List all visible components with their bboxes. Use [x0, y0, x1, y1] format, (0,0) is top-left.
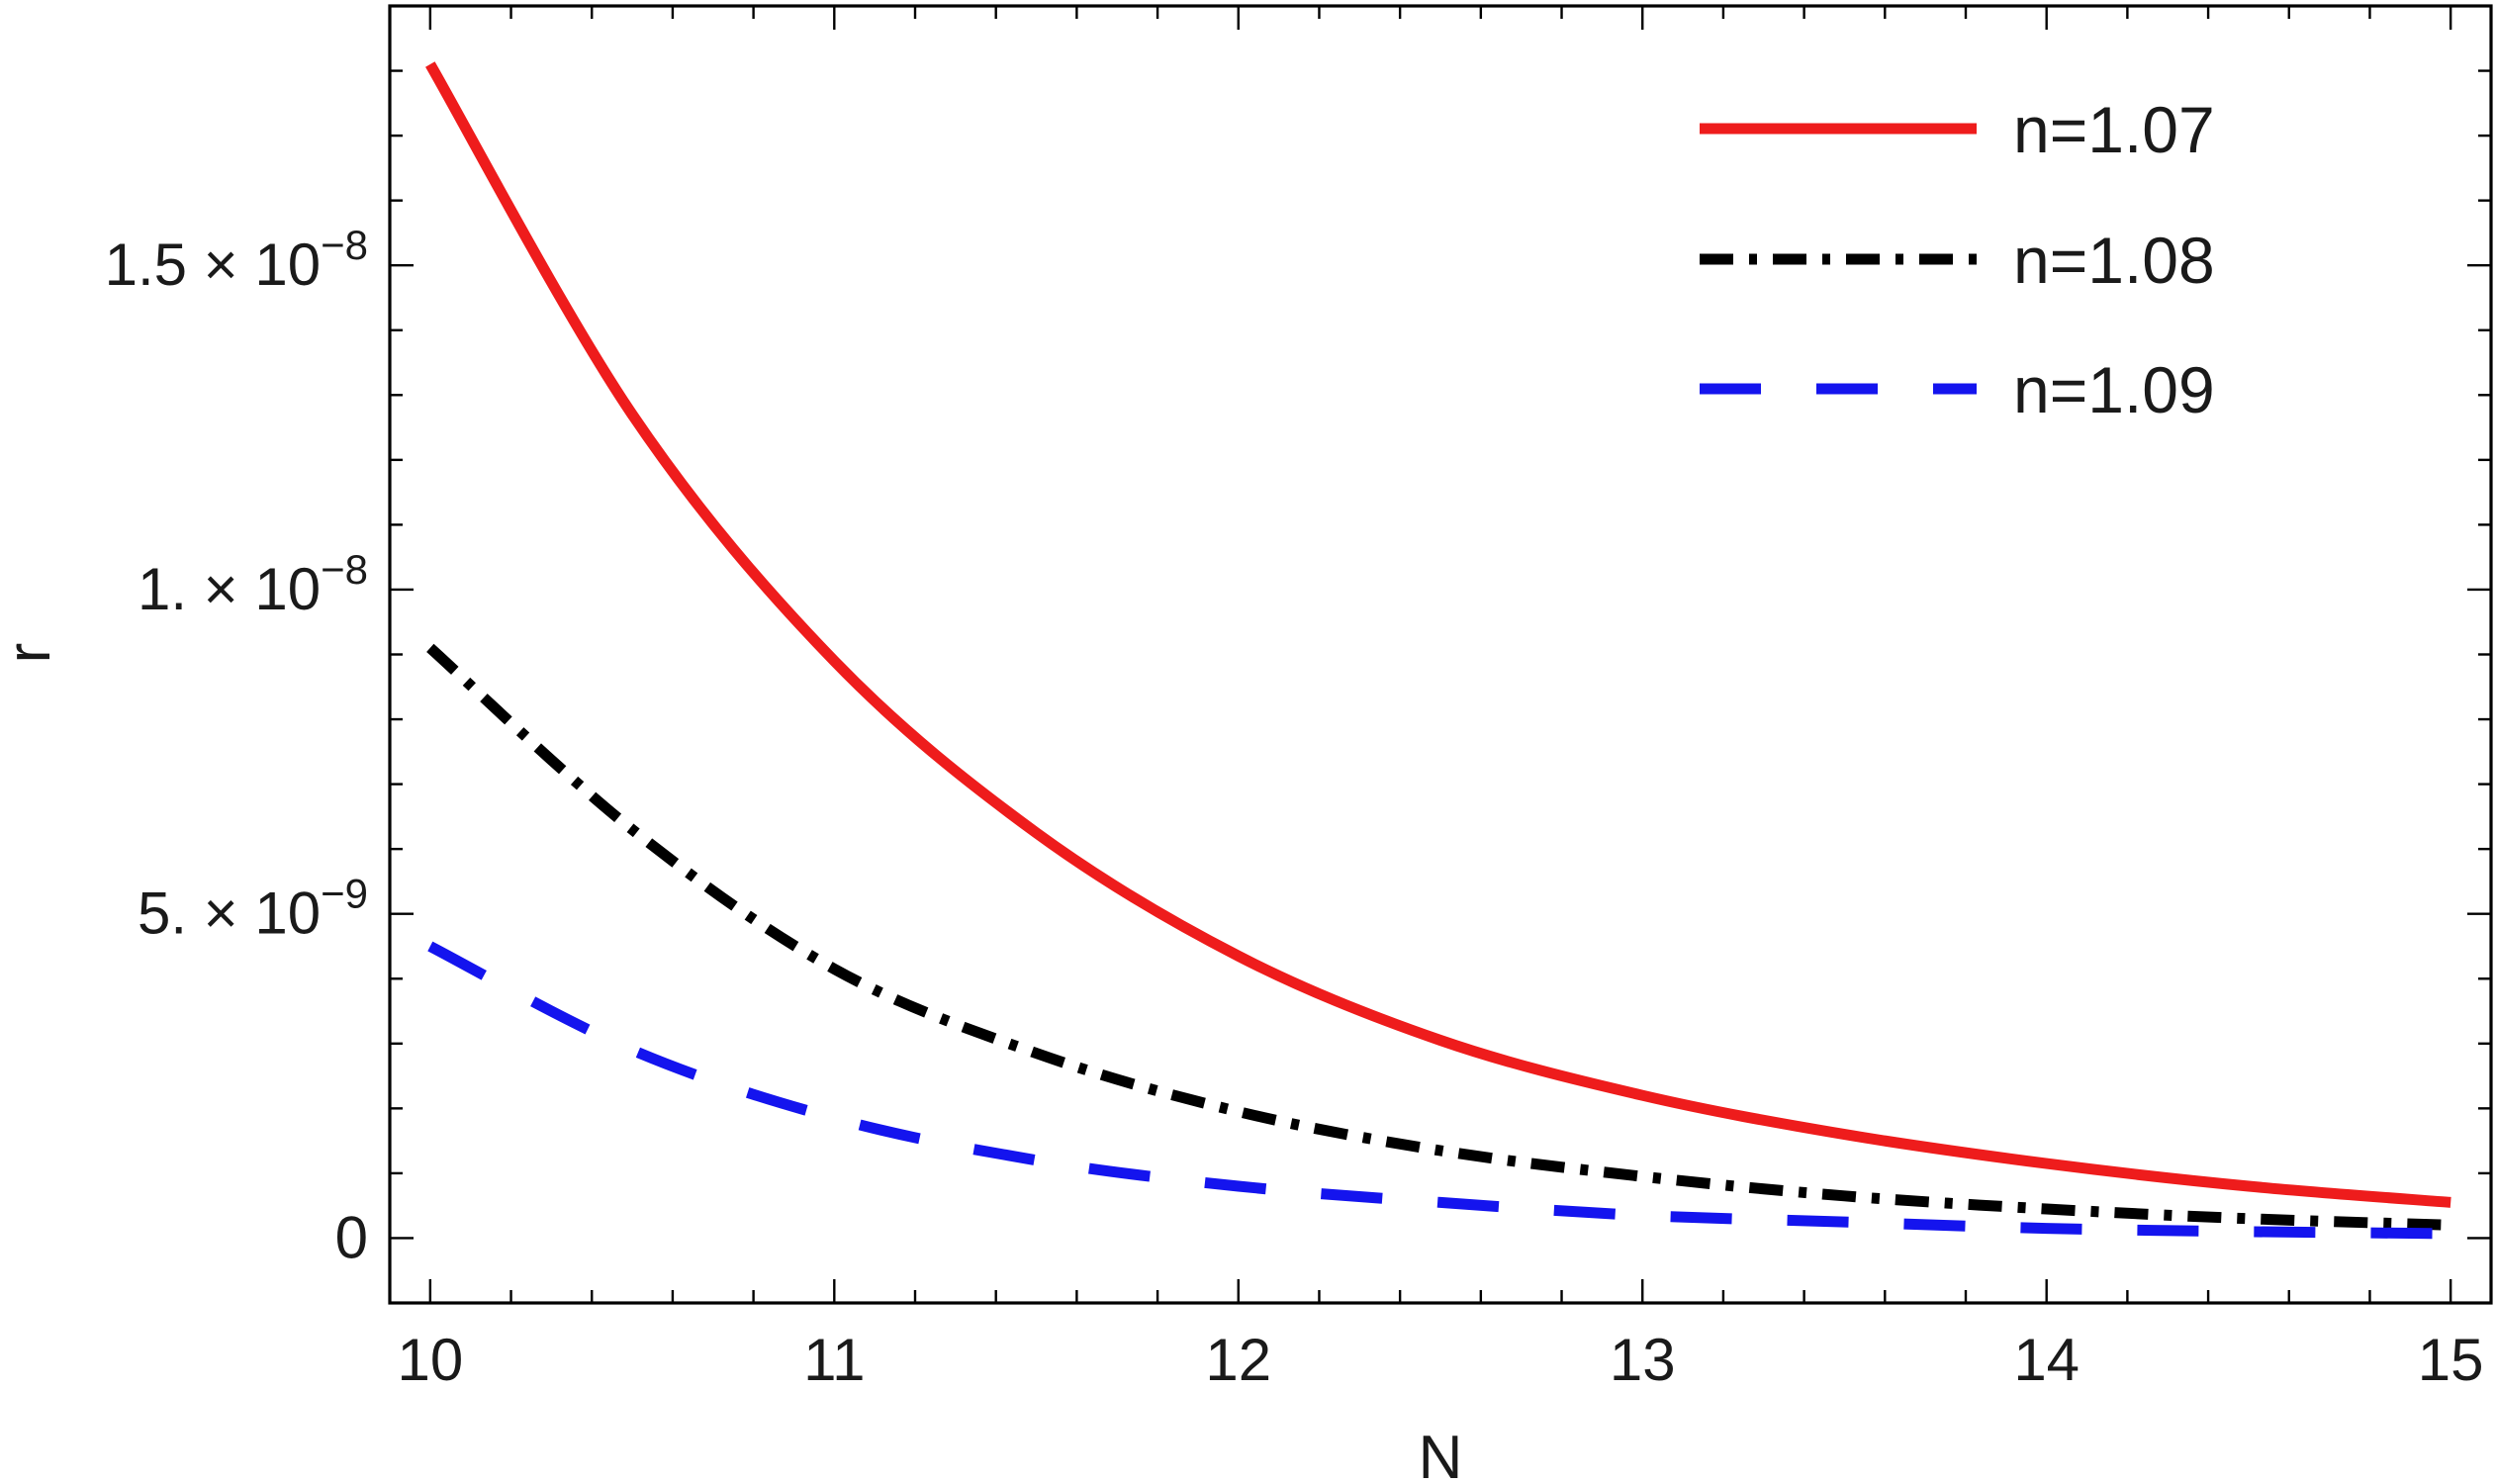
legend-label-3: n=1.09 — [2013, 353, 2215, 426]
x-tick-label: 15 — [2418, 1327, 2484, 1393]
y-tick-label: 1. × 10−8 — [138, 546, 368, 622]
legend: n=1.07 n=1.08 n=1.09 — [1700, 93, 2215, 426]
x-tick-label: 14 — [2013, 1327, 2080, 1393]
legend-label-2: n=1.08 — [2013, 224, 2215, 297]
x-tick-label: 10 — [397, 1327, 463, 1393]
x-tick-label: 12 — [1205, 1327, 1271, 1393]
x-tick-label: 11 — [803, 1327, 865, 1393]
series-line-3 — [427, 941, 2451, 1240]
y-tick-label: 5. × 10−9 — [138, 871, 368, 947]
series-layer — [425, 61, 2451, 1240]
series-line-1 — [425, 61, 2451, 1208]
y-tick-label: 1.5 × 10−8 — [105, 222, 368, 298]
tick-layer: 10 11 12 13 14 15 0 5. × 10−9 1. × 10−8 1.5 × 10−… — [105, 6, 2491, 1393]
y-axis-label: r — [0, 643, 63, 664]
plot-frame — [388, 4, 2493, 1305]
legend-label-1: n=1.07 — [2013, 93, 2215, 166]
x-tick-label: 13 — [1610, 1327, 1676, 1393]
x-axis-label: N — [1419, 1424, 1463, 1484]
y-tick-label: 0 — [335, 1204, 368, 1270]
series-line-2 — [426, 643, 2451, 1231]
